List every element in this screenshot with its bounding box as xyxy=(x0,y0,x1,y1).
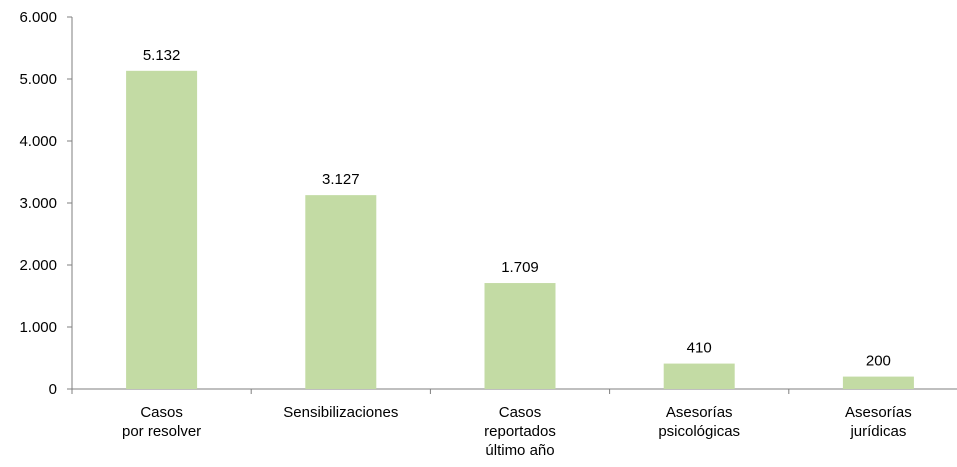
bar xyxy=(842,376,914,389)
x-axis xyxy=(71,388,957,394)
bar xyxy=(484,283,556,389)
category-labels: Casos por resolver Sensibilizaciones Casos r… xyxy=(122,404,912,459)
category-label-line: reportados xyxy=(484,423,556,440)
category-label-line: Casos xyxy=(499,404,542,421)
y-axis: 0 1.000 2.000 3.000 4.000 5.000 6.000 xyxy=(19,9,73,398)
category-label-line: último año xyxy=(485,442,554,459)
bars xyxy=(126,70,914,389)
data-label: 3.127 xyxy=(322,171,360,188)
category-label: Casos por resolver xyxy=(122,404,201,440)
y-tick-label: 4.000 xyxy=(19,133,57,150)
data-label: 410 xyxy=(687,340,712,357)
bar xyxy=(126,70,198,389)
category-label-line: jurídicas xyxy=(849,423,906,440)
data-label: 1.709 xyxy=(501,259,539,276)
bar xyxy=(663,363,735,389)
category-label-line: Asesorías xyxy=(666,404,733,421)
category-label: Asesorías psicológicas xyxy=(658,404,740,440)
data-labels: 5.132 3.127 1.709 410 200 xyxy=(143,47,891,370)
data-label: 5.132 xyxy=(143,47,181,64)
y-tick-label: 3.000 xyxy=(19,195,57,212)
bar xyxy=(305,195,377,389)
data-label: 200 xyxy=(866,353,891,370)
category-label-line: por resolver xyxy=(122,423,201,440)
y-tick-label: 5.000 xyxy=(19,71,57,88)
category-label: Casos reportados último año xyxy=(484,404,556,459)
category-label-line: Casos xyxy=(140,404,183,421)
category-label: Sensibilizaciones xyxy=(283,404,398,421)
category-label-line: Sensibilizaciones xyxy=(283,404,398,421)
category-label-line: Asesorías xyxy=(845,404,912,421)
category-label: Asesorías jurídicas xyxy=(845,404,912,440)
y-tick-label: 6.000 xyxy=(19,9,57,26)
y-tick-label: 2.000 xyxy=(19,257,57,274)
y-tick-label: 1.000 xyxy=(19,319,57,336)
y-tick-label: 0 xyxy=(49,381,57,398)
category-label-line: psicológicas xyxy=(658,423,740,440)
